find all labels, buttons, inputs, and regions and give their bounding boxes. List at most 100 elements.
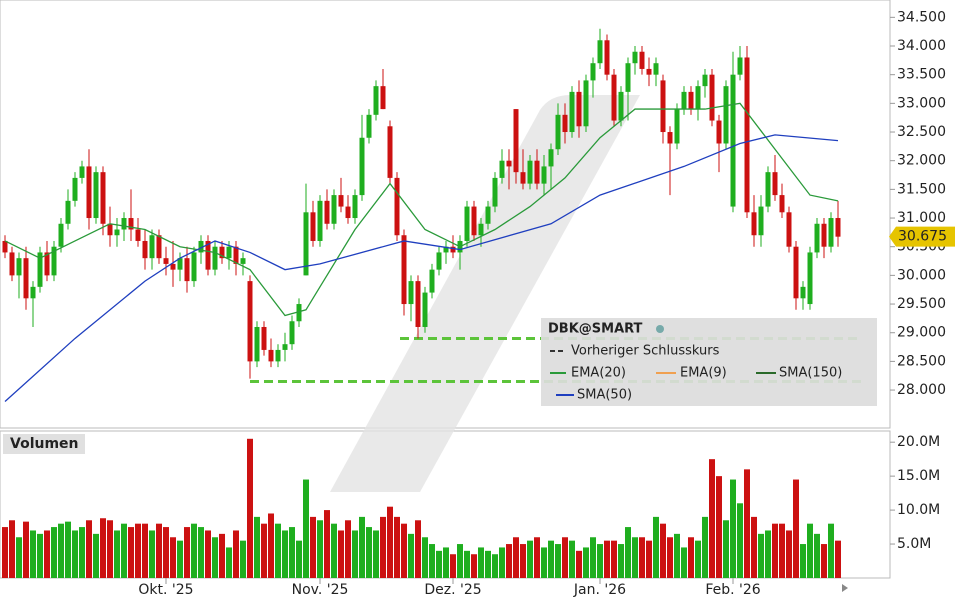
candle-body <box>758 206 764 236</box>
volume-bar <box>443 547 449 578</box>
candle-body <box>142 240 148 259</box>
volume-bar <box>254 516 260 578</box>
volume-bar <box>674 533 680 578</box>
volume-bar <box>303 479 309 578</box>
candle-body <box>233 246 239 264</box>
candle-body <box>618 91 624 121</box>
candle-body <box>177 258 183 270</box>
volume-bar <box>562 537 568 578</box>
legend-item[interactable]: EMA(9) <box>680 366 727 381</box>
volume-bar <box>716 476 722 578</box>
x-tick-label: Feb. '26 <box>705 582 760 598</box>
volume-bar <box>226 547 232 578</box>
legend-item[interactable]: EMA(20) <box>571 366 626 381</box>
candle-body <box>226 246 232 259</box>
volume-bar <box>163 527 169 578</box>
volume-bar <box>478 547 484 578</box>
candle-body <box>135 229 141 241</box>
volume-bar <box>170 537 176 578</box>
candle-body <box>149 235 155 259</box>
candle-body <box>667 132 673 144</box>
volume-bar <box>9 520 15 578</box>
volume-bar <box>296 540 302 578</box>
scroll-arrow[interactable] <box>842 584 848 592</box>
candle-body <box>429 269 435 293</box>
volume-bar <box>457 544 463 578</box>
legend-item[interactable]: Vorheriger Schlusskurs <box>571 344 720 359</box>
candle-body <box>835 218 841 237</box>
legend-box <box>541 318 877 406</box>
volume-bar <box>506 544 512 578</box>
candle-body <box>779 195 785 213</box>
y-tick-label: 5.0M <box>897 536 931 552</box>
volume-bar <box>835 540 841 578</box>
y-tick-label: 10.0M <box>897 502 940 518</box>
candle-body <box>394 177 400 236</box>
candle-body <box>240 258 246 264</box>
volume-bar <box>422 537 428 578</box>
volume-bar <box>142 523 148 578</box>
volume-bar <box>450 554 456 578</box>
candle-body <box>212 246 218 270</box>
y-tick-label: 34.500 <box>897 9 946 25</box>
x-tick-label: Okt. '25 <box>138 582 193 598</box>
y-tick-label: 28.500 <box>897 353 946 369</box>
volume-bar <box>247 438 253 578</box>
volume-bar <box>338 530 344 578</box>
volume-bar <box>100 518 106 578</box>
candle-body <box>261 326 267 350</box>
candle-body <box>338 195 344 207</box>
candle-body <box>156 235 162 259</box>
candle-body <box>492 177 498 207</box>
candle-body <box>674 109 680 144</box>
candle-body <box>695 86 701 110</box>
volume-bar <box>2 527 8 578</box>
volume-bar <box>681 547 687 578</box>
candle-body <box>58 223 64 247</box>
volume-bar <box>548 540 554 578</box>
legend-title: DBK@SMART <box>548 322 643 337</box>
candle-body <box>765 172 771 207</box>
candle-body <box>401 235 407 305</box>
volume-bar <box>611 540 617 578</box>
candle-body <box>128 218 134 230</box>
volume-bar <box>23 521 29 578</box>
candle-body <box>723 86 729 144</box>
volume-bar <box>58 523 64 578</box>
candle-body <box>359 137 365 196</box>
volume-bar <box>786 530 792 578</box>
candle-body <box>275 349 281 362</box>
candle-body <box>114 229 120 236</box>
volume-title: Volumen <box>10 436 79 452</box>
candle-body <box>100 172 106 224</box>
volume-bar <box>240 540 246 578</box>
candle-body <box>611 74 617 121</box>
volume-bar <box>107 520 113 578</box>
volume-bar <box>541 547 547 578</box>
candle-body <box>744 57 750 213</box>
volume-bar <box>16 537 22 578</box>
candle-body <box>345 206 351 219</box>
price-marker <box>889 226 955 247</box>
candle-body <box>296 304 302 322</box>
volume-bar <box>667 537 673 578</box>
candle-body <box>51 246 57 276</box>
candle-body <box>282 344 288 350</box>
legend: DBK@SMART Vorheriger Schlusskurs EMA(20)… <box>541 318 877 406</box>
volume-title-bg <box>3 434 85 454</box>
candle-body <box>583 80 589 127</box>
volume-bar <box>51 527 57 578</box>
x-tick-label: Jan. '26 <box>573 582 626 598</box>
volume-bar <box>93 533 99 578</box>
legend-item[interactable]: SMA(50) <box>577 388 632 403</box>
indicator-line <box>4 134 839 403</box>
candle-body <box>254 326 260 362</box>
candle-body <box>688 91 694 110</box>
candle-body <box>716 120 722 144</box>
icon[interactable] <box>656 325 664 333</box>
candle-body <box>352 195 358 219</box>
legend-item[interactable]: SMA(150) <box>779 366 842 381</box>
candle-body <box>191 252 197 282</box>
